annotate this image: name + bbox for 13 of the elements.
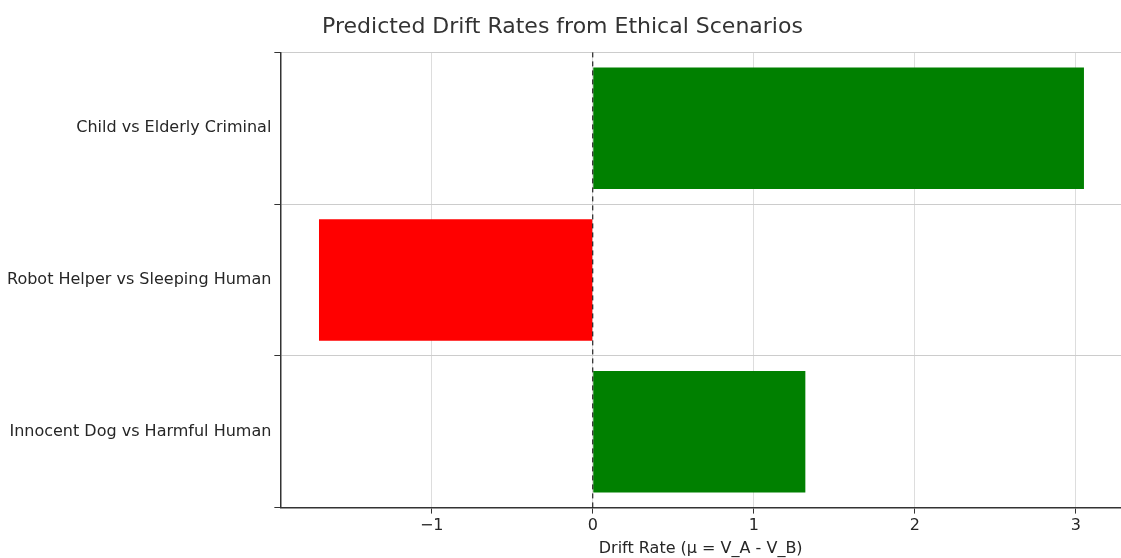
bar <box>319 219 593 341</box>
x-tick-label: 1 <box>748 515 759 535</box>
bar <box>593 371 806 493</box>
x-axis-title: Drift Rate (μ = V_A - V_B) <box>598 537 803 558</box>
x-tick-label: 2 <box>909 515 920 535</box>
y-tick-label: Child vs Elderly Criminal <box>76 117 272 137</box>
bar <box>593 67 1084 189</box>
y-tick-label: Robot Helper vs Sleeping Human <box>7 269 272 289</box>
x-tick-label: −1 <box>419 515 444 535</box>
x-tick-label: 3 <box>1070 515 1081 535</box>
x-tick-label: 0 <box>587 515 598 535</box>
chart-title: Predicted Drift Rates from Ethical Scenarios <box>322 12 803 38</box>
y-tick-label: Innocent Dog vs Harmful Human <box>9 420 272 440</box>
